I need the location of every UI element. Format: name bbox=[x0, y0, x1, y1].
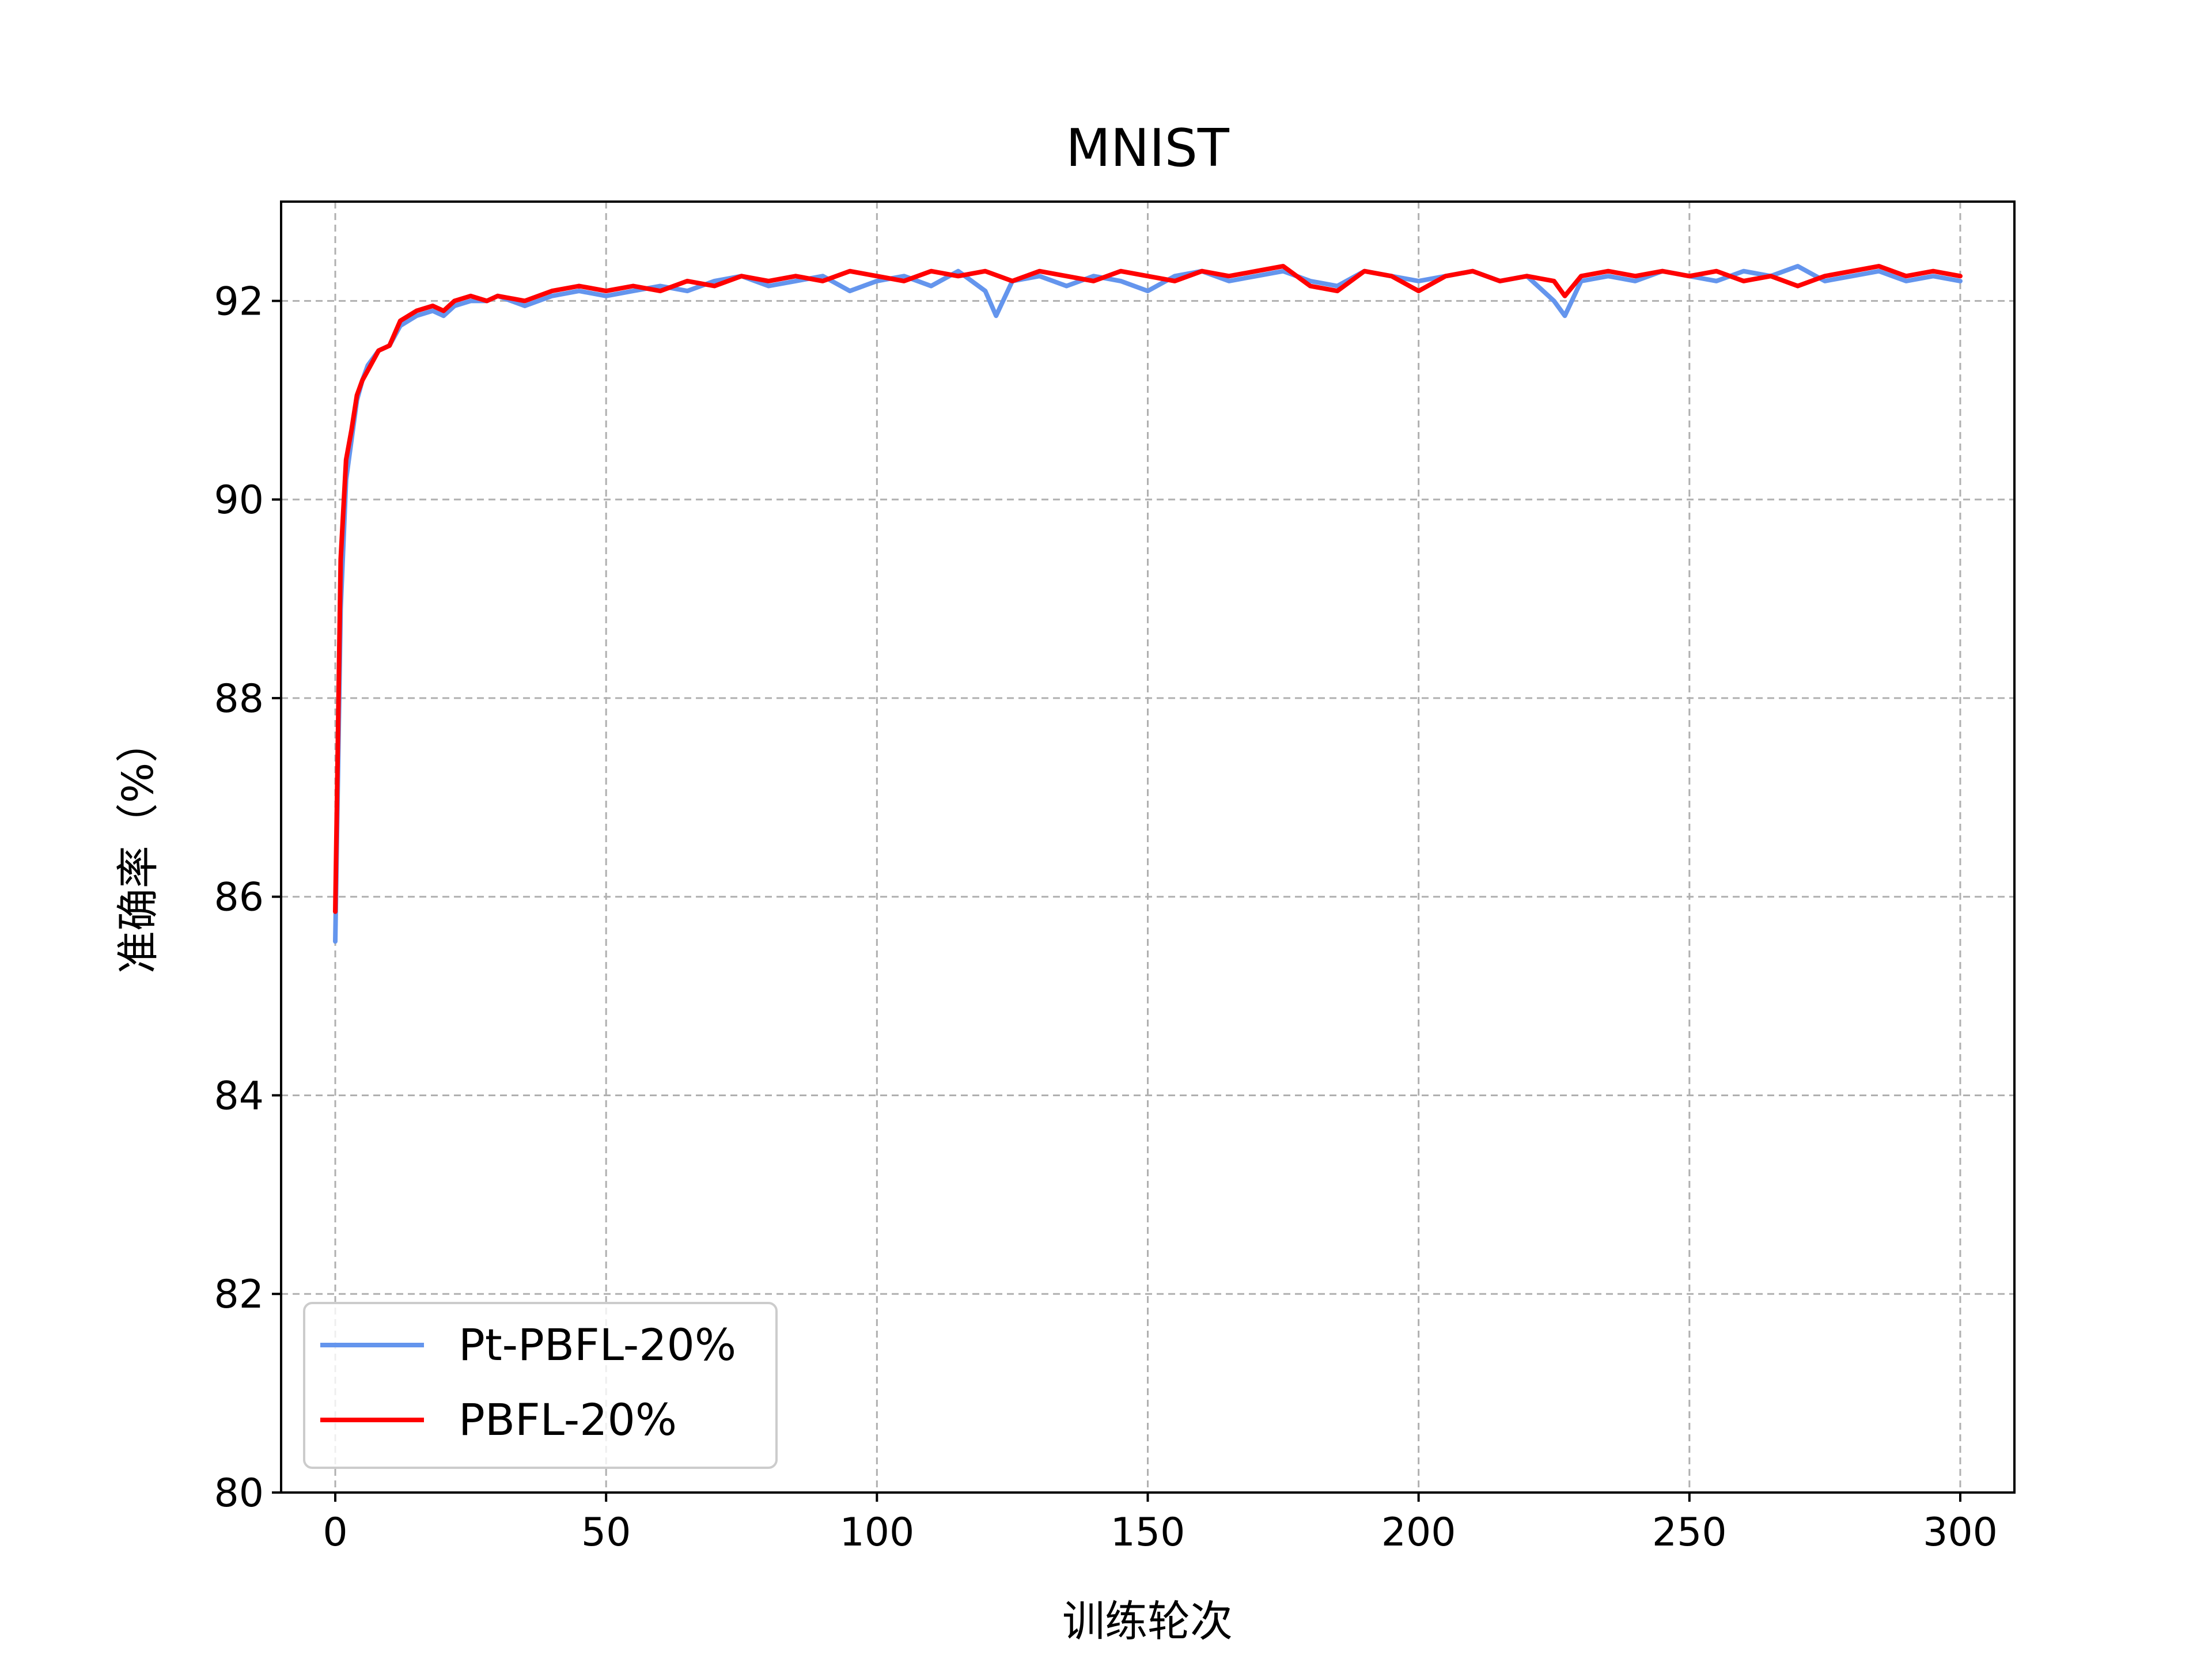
y-tick-label: 86 bbox=[214, 875, 264, 921]
chart-title: MNIST bbox=[1066, 118, 1230, 179]
x-tick-label: 250 bbox=[1652, 1510, 1727, 1555]
y-tick-label: 88 bbox=[214, 676, 264, 722]
legend: Pt-PBFL-20% PBFL-20% bbox=[303, 1302, 778, 1469]
x-tick-label: 100 bbox=[839, 1510, 914, 1555]
legend-label-pbfl: PBFL-20% bbox=[459, 1394, 677, 1445]
x-tick-label: 0 bbox=[323, 1510, 347, 1555]
series-line-1 bbox=[333, 264, 1963, 914]
x-tick-label: 200 bbox=[1381, 1510, 1456, 1555]
y-tick-label: 90 bbox=[214, 478, 264, 523]
y-tick-label: 80 bbox=[214, 1471, 264, 1516]
x-tick-label: 300 bbox=[1923, 1510, 1998, 1555]
grid-lines bbox=[281, 202, 2014, 1494]
y-tick-label: 92 bbox=[214, 279, 264, 324]
series-lines bbox=[333, 264, 1963, 944]
y-tick-label: 82 bbox=[214, 1272, 264, 1317]
x-axis-label: 训练轮次 bbox=[1062, 1597, 1233, 1646]
axis-ticks: 0 50 100 150 200 250 300 80 82 84 86 88 90 92 bbox=[214, 279, 1997, 1555]
legend-label-pt-pbfl: Pt-PBFL-20% bbox=[459, 1319, 736, 1370]
x-tick-label: 50 bbox=[581, 1510, 631, 1555]
x-tick-label: 150 bbox=[1111, 1510, 1185, 1555]
y-axis-label: 准确率（%） bbox=[113, 720, 163, 974]
y-tick-label: 84 bbox=[214, 1073, 264, 1119]
